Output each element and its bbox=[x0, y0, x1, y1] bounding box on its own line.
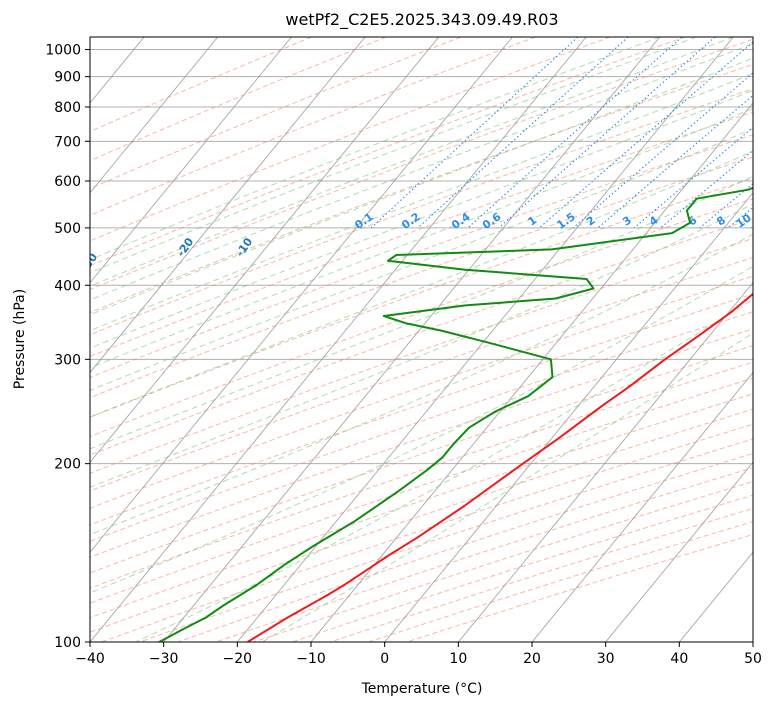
x-tick-label: −10 bbox=[296, 651, 326, 667]
x-tick-label: 10 bbox=[449, 651, 467, 667]
y-tick-label: 1000 bbox=[45, 43, 81, 59]
x-tick-label: 40 bbox=[670, 651, 688, 667]
x-tick-label: −30 bbox=[149, 651, 179, 667]
y-tick-label: 900 bbox=[54, 70, 81, 86]
chart-title: wetPf2_C2E5.2025.343.09.49.R03 bbox=[285, 10, 558, 30]
x-tick-label: −20 bbox=[223, 651, 253, 667]
y-tick-label: 400 bbox=[54, 278, 81, 294]
y-tick-label: 600 bbox=[54, 174, 81, 190]
y-tick-label: 800 bbox=[54, 100, 81, 116]
x-tick-label: 20 bbox=[523, 651, 541, 667]
x-tick-label: 50 bbox=[744, 651, 762, 667]
x-tick-label: 30 bbox=[597, 651, 615, 667]
x-tick-label: −40 bbox=[75, 651, 105, 667]
y-tick-label: 200 bbox=[54, 457, 81, 473]
y-tick-label: 100 bbox=[54, 635, 81, 651]
y-axis-label: Pressure (hPa) bbox=[12, 289, 28, 389]
y-tick-label: 300 bbox=[54, 352, 81, 368]
y-tick-label: 500 bbox=[54, 221, 81, 237]
x-axis-label: Temperature (°C) bbox=[361, 681, 483, 697]
x-tick-label: 0 bbox=[380, 651, 389, 667]
y-tick-label: 700 bbox=[54, 134, 81, 150]
